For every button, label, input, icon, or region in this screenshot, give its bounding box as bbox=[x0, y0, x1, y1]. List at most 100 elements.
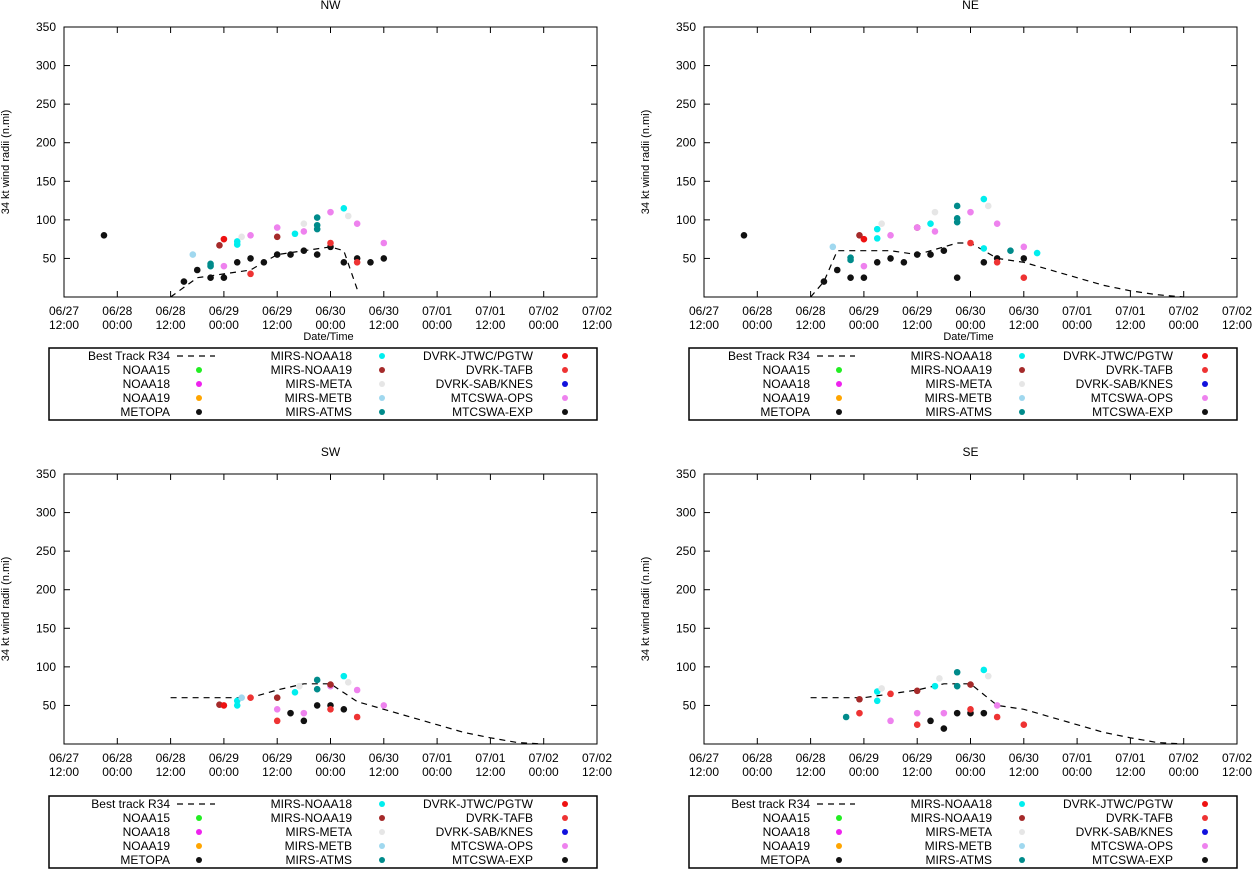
legend-symbol-mirs-atms bbox=[1019, 857, 1025, 863]
point-mtcswa-ops bbox=[860, 262, 868, 270]
x-tick-label-date: 06/29 bbox=[849, 304, 879, 318]
point-dvrk-tafb bbox=[1020, 721, 1028, 729]
point-mirs-noaa18 bbox=[233, 702, 241, 709]
legend-symbol-mtcswa-ops bbox=[1202, 843, 1208, 849]
point-dvrk-tafb bbox=[993, 258, 1001, 266]
legend-symbol-dvrk-sab-knes bbox=[562, 381, 568, 387]
y-tick-label: 50 bbox=[43, 698, 57, 712]
point-mtcswa-exp bbox=[833, 266, 841, 274]
point-mtcswa-ops bbox=[1020, 243, 1028, 251]
legend-symbol-dvrk-sab-knes bbox=[562, 829, 568, 835]
point-dvrk-tafb bbox=[967, 239, 974, 247]
legend-label: DVRK-JTWC/PGTW bbox=[423, 797, 534, 811]
legend-label: DVRK-TAFB bbox=[466, 811, 533, 825]
x-tick-label-time: 12:00 bbox=[369, 765, 399, 779]
point-dvrk-tafb bbox=[273, 717, 281, 725]
legend-label: MIRS-ATMS bbox=[286, 853, 352, 867]
legend-symbol-noaa18 bbox=[836, 829, 842, 835]
legend-label: MIRS-NOAA19 bbox=[271, 811, 353, 825]
legend-symbol-mirs-noaa18 bbox=[1019, 353, 1025, 359]
x-tick-label-time: 00:00 bbox=[529, 318, 559, 332]
point-mirs-noaa19 bbox=[856, 231, 863, 239]
point-mirs-noaa18 bbox=[873, 225, 881, 233]
point-mirs-atms bbox=[847, 254, 854, 261]
chart-title: NE bbox=[962, 0, 979, 12]
point-mtcswa-exp bbox=[913, 251, 921, 258]
point-dvrk-tafb bbox=[887, 690, 894, 698]
x-tick-label-date: 07/01 bbox=[1115, 751, 1145, 765]
point-mtcswa-exp bbox=[380, 255, 388, 262]
point-mtcswa-exp bbox=[260, 258, 268, 266]
point-mtcswa-exp bbox=[287, 709, 294, 717]
x-tick-label-time: 12:00 bbox=[369, 318, 399, 332]
legend-symbol-noaa19 bbox=[836, 843, 842, 849]
legend-label: MTCSWA-OPS bbox=[451, 391, 533, 405]
legend-symbol-mirs-meta bbox=[379, 381, 385, 387]
point-mirs-meta bbox=[344, 212, 352, 220]
point-mtcswa-ops bbox=[353, 686, 361, 694]
x-tick-label-date: 06/29 bbox=[902, 304, 932, 318]
chart-panel-sw: SW 50 100 150 200 250 300 350 34 kt wind radii (… bbox=[0, 445, 612, 869]
point-mtcswa-ops bbox=[220, 262, 228, 270]
legend-symbol-noaa15 bbox=[196, 367, 202, 373]
x-tick-label-date: 06/27 bbox=[689, 304, 719, 318]
x-tick-label-time: 12:00 bbox=[156, 318, 186, 332]
legend-label: MIRS-META bbox=[926, 825, 992, 839]
legend-label: Best Track R34 bbox=[88, 349, 170, 363]
point-mtcswa-exp bbox=[313, 251, 321, 258]
point-mirs-noaa18 bbox=[873, 697, 881, 705]
legend-symbol-mtcswa-exp bbox=[1202, 409, 1208, 415]
point-mirs-atms bbox=[313, 221, 321, 229]
point-mtcswa-ops bbox=[887, 717, 894, 725]
x-tick-label-date: 07/01 bbox=[1062, 304, 1092, 318]
point-mtcswa-ops bbox=[380, 702, 388, 709]
point-mirs-meta bbox=[984, 202, 992, 210]
point-mtcswa-exp bbox=[953, 709, 961, 717]
legend-symbol-mirs-meta bbox=[379, 829, 385, 835]
legend-label: MIRS-METB bbox=[285, 391, 352, 405]
point-mirs-noaa19 bbox=[913, 687, 921, 695]
y-tick-label: 50 bbox=[683, 698, 697, 712]
x-tick-label-time: 12:00 bbox=[796, 765, 826, 779]
x-tick-label-date: 07/01 bbox=[1115, 304, 1145, 318]
legend-symbol-mirs-atms bbox=[379, 857, 385, 863]
legend-box bbox=[48, 795, 598, 869]
point-mtcswa-exp bbox=[180, 278, 188, 285]
legend-symbol-mtcswa-exp bbox=[562, 857, 568, 863]
point-mtcswa-exp bbox=[220, 274, 228, 282]
point-mtcswa-exp bbox=[1020, 255, 1028, 262]
legend-label: Best Track R34 bbox=[728, 349, 810, 363]
x-tick-label-time: 00:00 bbox=[315, 765, 345, 779]
legend-symbol-noaa18 bbox=[196, 829, 202, 835]
point-dvrk-jtwc-pgtw bbox=[220, 235, 228, 243]
y-tick-label: 250 bbox=[676, 544, 696, 558]
x-tick-label-date: 07/01 bbox=[422, 751, 452, 765]
x-tick-label-date: 07/02 bbox=[1169, 304, 1199, 318]
point-mtcswa-exp bbox=[887, 255, 894, 262]
point-mtcswa-ops bbox=[247, 231, 254, 239]
x-tick-label-date: 07/02 bbox=[529, 751, 559, 765]
x-tick-label-time: 12:00 bbox=[1009, 765, 1039, 779]
legend-label: MIRS-META bbox=[286, 825, 352, 839]
point-mirs-noaa19 bbox=[216, 242, 223, 249]
x-tick-label-date: 07/01 bbox=[475, 751, 505, 765]
point-mtcswa-ops bbox=[380, 239, 388, 247]
legend-label: DVRK-JTWC/PGTW bbox=[1063, 797, 1174, 811]
legend-label: MTCSWA-EXP bbox=[1092, 853, 1173, 867]
x-tick-label-date: 06/29 bbox=[902, 751, 932, 765]
point-mtcswa-ops bbox=[273, 224, 281, 231]
legend-label: NOAA19 bbox=[123, 839, 171, 853]
x-tick-label-time: 12:00 bbox=[49, 765, 79, 779]
point-mtcswa-exp bbox=[273, 251, 281, 258]
legend-symbol-mirs-atms bbox=[1019, 409, 1025, 415]
legend-symbol-mirs-noaa19 bbox=[379, 815, 385, 821]
x-tick-label-date: 06/28 bbox=[156, 751, 186, 765]
point-mtcswa-ops bbox=[913, 709, 921, 717]
legend-symbol-noaa15 bbox=[196, 815, 202, 821]
legend-label: MIRS-NOAA19 bbox=[271, 363, 353, 377]
legend-label: METOPA bbox=[760, 853, 810, 867]
legend-label: MTCSWA-OPS bbox=[1091, 839, 1173, 853]
legend-label: NOAA18 bbox=[123, 377, 171, 391]
